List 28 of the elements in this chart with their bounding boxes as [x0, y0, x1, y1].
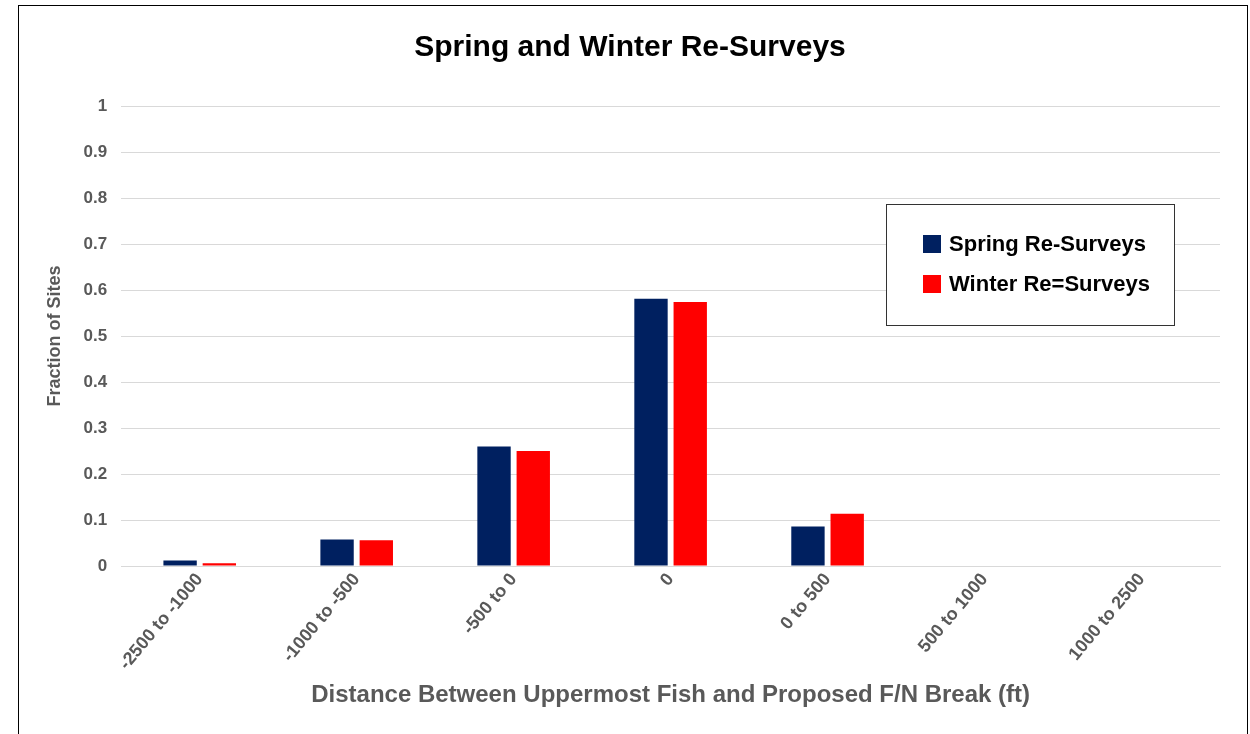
bar	[830, 513, 864, 566]
y-tick-label: 0.6	[83, 279, 108, 299]
x-tick-label: 0 to 500	[776, 568, 835, 634]
chart-title: Spring and Winter Re-Surveys	[414, 29, 846, 63]
bar	[516, 451, 550, 566]
y-tick-label: 0.1	[83, 509, 108, 529]
bar	[634, 298, 668, 566]
y-tick-label: 0.2	[83, 463, 108, 483]
legend-label: Spring Re-Surveys	[949, 231, 1146, 257]
y-tick-label: 0	[97, 555, 108, 575]
y-tick-label: 0.5	[83, 325, 108, 345]
y-tick-label: 0.4	[83, 371, 108, 391]
bar	[673, 302, 707, 566]
y-tick-label: 0.7	[83, 233, 108, 253]
bar	[163, 560, 197, 566]
y-tick-label: 0.8	[83, 187, 108, 207]
bar	[791, 526, 825, 566]
y-tick-label: 0.3	[83, 417, 108, 437]
x-tick-label: 0	[655, 568, 678, 590]
y-axis-title: Fraction of Sites	[43, 265, 64, 407]
y-tick-label: 0.9	[83, 141, 108, 161]
legend-label: Winter Re=Surveys	[949, 271, 1150, 297]
bar	[359, 540, 393, 566]
bar	[477, 446, 511, 566]
y-tick-label: 1	[97, 95, 108, 115]
bar	[202, 563, 237, 566]
bar	[320, 539, 354, 566]
x-axis-title: Distance Between Uppermost Fish and Proposed F/N Break (ft)	[311, 680, 1031, 708]
